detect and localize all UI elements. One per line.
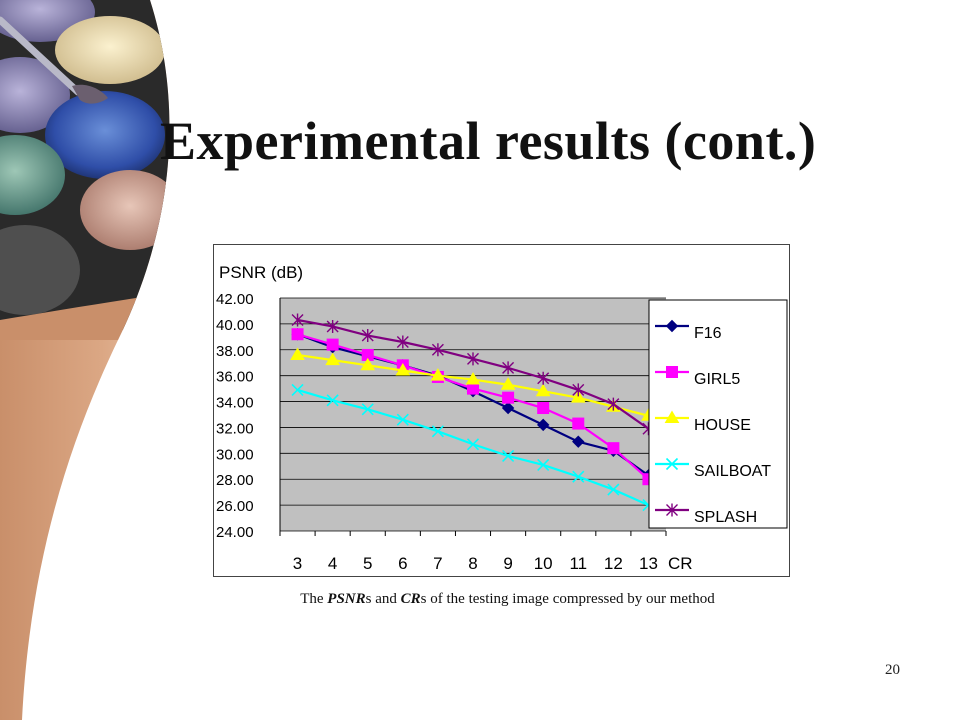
data-point-sailboat (572, 470, 585, 483)
x-tick-label: 9 (503, 554, 512, 573)
data-point-house (535, 383, 551, 397)
y-axis-ticks: 42.00 40.00 38.00 36.00 34.00 32.00 30.00 28.00… (216, 291, 254, 541)
x-tick-label: 7 (433, 554, 442, 573)
y-tick-label: 38.00 (216, 343, 254, 360)
data-point-splash (502, 361, 515, 375)
legend-label-sailboat: SAILBOAT (694, 463, 771, 480)
data-point-girl5 (467, 382, 479, 395)
x-tick-label: 8 (468, 554, 477, 573)
y-tick-label: 30.00 (216, 446, 254, 463)
data-point-sailboat (396, 413, 409, 426)
x-tick-label: 3 (293, 554, 302, 573)
caption-prefix: The (300, 591, 328, 607)
x-tick-label: 13 (639, 554, 658, 573)
data-point-house (465, 372, 481, 385)
x-tick-label: 12 (604, 554, 623, 573)
legend-marker-sailboat (665, 457, 679, 471)
caption-middle: s and (365, 591, 401, 607)
data-point-house (325, 352, 341, 366)
series-lines (290, 313, 656, 512)
data-point-girl5 (572, 417, 585, 430)
data-point-splash (467, 352, 479, 366)
y-tick-label: 26.00 (216, 498, 254, 515)
y-tick-label: 42.00 (216, 291, 254, 308)
data-point-splash (396, 335, 409, 349)
y-tick-label: 28.00 (216, 472, 254, 489)
data-point-sailboat (361, 403, 374, 416)
data-point-girl5 (291, 328, 304, 341)
data-point-f16 (536, 418, 550, 432)
y-tick-label: 32.00 (216, 420, 254, 437)
chart-title: PSNR (dB) (219, 263, 303, 282)
legend-label-girl5: GIRL5 (694, 371, 740, 388)
data-point-house (395, 363, 411, 376)
data-point-splash (537, 371, 550, 385)
series-house (290, 347, 656, 421)
brush-icon (0, 16, 108, 104)
caption-cr-term: CR (400, 591, 421, 607)
x-axis-ticks: 3 4 5 6 7 8 9 10 11 12 13 (293, 554, 658, 573)
caption-psnr-term: PSNR (327, 591, 366, 607)
caption-suffix: s of the testing image compressed by our… (420, 591, 715, 607)
legend-marker-f16 (665, 319, 679, 333)
y-tick-label: 34.00 (216, 395, 254, 412)
figure-caption: The PSNRs and CRs of the testing image c… (150, 591, 865, 608)
data-point-house (430, 368, 446, 381)
y-tick-label: 24.00 (216, 524, 254, 541)
data-point-sailboat (431, 425, 444, 438)
x-tick-label: 10 (534, 554, 553, 573)
x-tick-label: 11 (569, 554, 587, 573)
x-axis-label: CR (668, 554, 693, 573)
data-point-girl5 (326, 338, 339, 351)
legend: F16 GIRL5 HOUSE SAILBOAT SPLASH (655, 319, 771, 526)
data-point-house (500, 377, 516, 390)
data-point-splash (326, 319, 339, 333)
data-point-sailboat (537, 458, 550, 472)
data-point-house (570, 390, 586, 403)
legend-label-splash: SPLASH (694, 509, 757, 526)
data-point-girl5 (607, 442, 620, 455)
legend-label-house: HOUSE (694, 417, 751, 434)
legend-marker-splash (666, 503, 678, 517)
data-point-f16 (501, 401, 515, 415)
plot-area (280, 298, 666, 531)
x-tick-label: 6 (398, 554, 407, 573)
data-point-splash (607, 397, 620, 411)
data-point-splash (361, 329, 374, 343)
data-point-splash (431, 343, 444, 357)
x-tick-label: 4 (328, 554, 337, 573)
data-point-girl5 (502, 391, 515, 404)
data-point-sailboat (291, 383, 304, 396)
legend-marker-house (664, 410, 680, 423)
gridlines (279, 297, 667, 536)
data-point-splash (291, 313, 304, 327)
data-point-house (360, 357, 376, 371)
legend-label-f16: F16 (694, 325, 722, 342)
data-point-girl5 (537, 402, 550, 415)
slide-title: Experimental results (cont.) (160, 111, 817, 171)
data-point-sailboat (502, 449, 515, 462)
x-tick-label: 5 (363, 554, 372, 573)
page-number: 20 (885, 662, 900, 678)
data-point-sailboat (607, 483, 620, 496)
series-sailboat (291, 383, 655, 512)
data-point-sailboat (466, 438, 480, 451)
psnr-chart: PSNR (dB) CR 42.0040.0038.0036.0034.0032… (213, 244, 790, 577)
data-point-house (290, 347, 305, 360)
data-point-splash (572, 383, 585, 397)
data-point-sailboat (326, 394, 339, 407)
y-tick-label: 36.00 (216, 369, 254, 386)
legend-marker-girl5 (666, 366, 678, 378)
y-tick-label: 40.00 (216, 317, 254, 334)
data-point-f16 (572, 435, 585, 448)
